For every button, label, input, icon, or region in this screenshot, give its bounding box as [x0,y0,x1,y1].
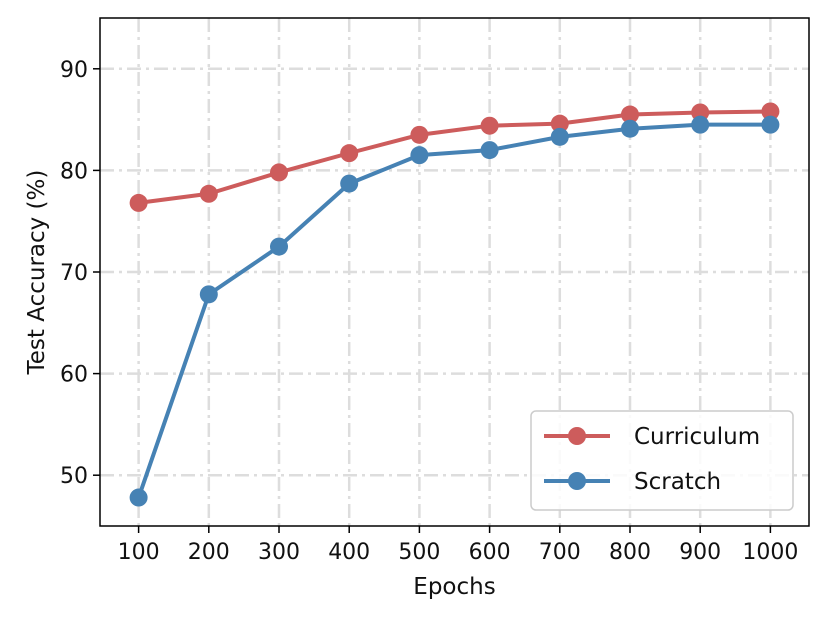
data-point-scratch [620,119,639,138]
data-point-curriculum [340,144,359,163]
legend-label-curriculum: Curriculum [634,424,760,450]
legend: Curriculum Scratch [530,410,794,511]
x-tick-label: 100 [118,540,160,565]
data-point-curriculum [550,114,569,133]
data-point-curriculum [129,193,148,212]
data-point-curriculum [199,184,218,203]
axis-ticks: 100 200 300 400 500 600 700 800 900 1000 50 60 70 80 9… [60,58,798,565]
legend-dot-scratch [568,472,586,490]
data-point-scratch [199,285,218,304]
y-tick-label: 70 [60,261,88,286]
data-point-curriculum [620,105,639,124]
x-tick-label: 1000 [742,540,798,565]
x-tick-label: 800 [609,540,651,565]
legend-dot-curriculum [568,427,586,445]
x-tick-label: 400 [328,540,370,565]
y-tick-label: 90 [60,58,88,83]
data-point-curriculum [410,125,429,144]
data-point-scratch [691,115,710,134]
data-point-scratch [480,141,499,160]
y-tick-label: 80 [60,159,88,184]
data-point-scratch [550,127,569,146]
series-line-scratch [136,122,771,499]
data-point-scratch [340,174,359,193]
x-tick-label: 900 [679,540,721,565]
x-tick-label: 600 [469,540,511,565]
data-point-scratch [410,146,429,165]
series-lines [129,102,780,507]
series-line-curriculum [138,109,771,205]
x-tick-label: 500 [398,540,440,565]
data-point-curriculum [270,163,289,182]
data-point-curriculum [480,116,499,135]
x-axis-title: Epochs [413,574,495,600]
x-tick-label: 200 [188,540,230,565]
data-point-scratch [129,488,148,507]
x-tick-label: 700 [539,540,581,565]
legend-label-scratch: Scratch [634,469,721,495]
x-tick-label: 300 [258,540,300,565]
y-tick-label: 60 [60,363,88,388]
data-point-scratch [761,115,780,134]
data-point-curriculum [761,102,780,121]
data-point-scratch [270,237,289,256]
y-tick-label: 50 [60,464,88,489]
y-axis-title: Test Accuracy (%) [24,170,50,376]
